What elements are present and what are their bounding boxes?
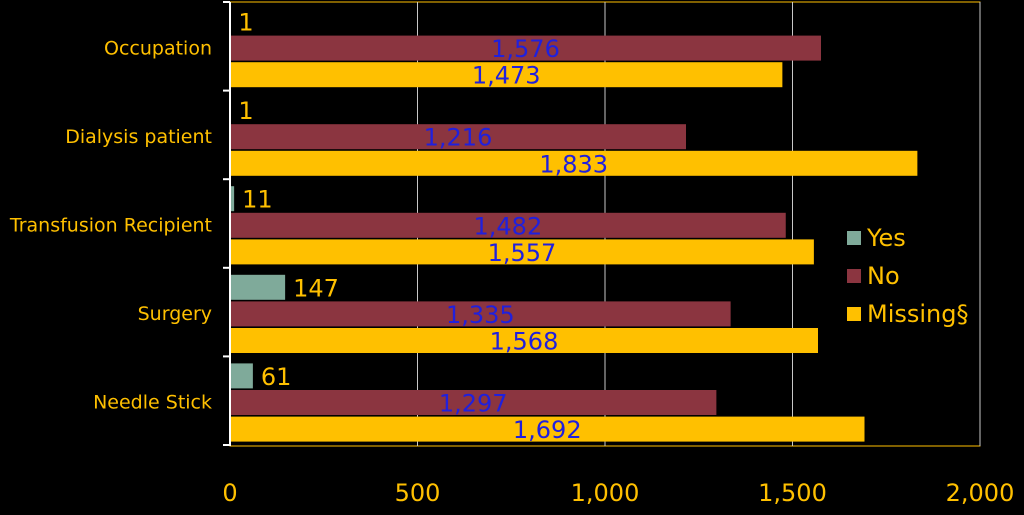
data-label: 1,216 — [424, 124, 493, 152]
data-label: 1,576 — [491, 35, 560, 63]
bar-missing--4 — [230, 416, 865, 442]
data-label: 1 — [238, 9, 253, 37]
bar-no-4 — [230, 390, 717, 415]
legend-label: Missing§ — [867, 300, 969, 328]
bars — [230, 9, 918, 442]
category-label: Surgery — [138, 303, 212, 325]
x-tick-label: 1,500 — [758, 479, 827, 507]
x-tick-label: 0 — [222, 479, 237, 507]
bar-missing--3 — [230, 328, 818, 353]
data-label: 11 — [242, 186, 273, 214]
data-label: 1,482 — [474, 212, 543, 240]
category-label: Dialysis patient — [65, 126, 212, 148]
data-label: 147 — [293, 274, 339, 302]
data-label: 1,297 — [439, 390, 508, 418]
x-tick-label: 2,000 — [946, 479, 1015, 507]
bar-missing--2 — [230, 239, 814, 265]
bar-missing--1 — [230, 150, 918, 176]
bar-no-2 — [230, 212, 786, 238]
bar-yes-2 — [230, 186, 235, 212]
bar-no-1 — [230, 124, 686, 150]
bar-missing--0 — [230, 62, 783, 88]
axes — [223, 1, 231, 446]
data-label: 1,833 — [539, 150, 608, 178]
category-label: Transfusion Recipient — [9, 215, 212, 237]
bar-yes-4 — [230, 363, 253, 389]
category-label: Occupation — [104, 37, 212, 59]
data-label: 61 — [261, 363, 292, 391]
legend-swatch — [847, 307, 861, 321]
legend-label: Yes — [866, 224, 906, 252]
legend-label: No — [867, 262, 900, 290]
data-label: 1,568 — [490, 328, 559, 356]
data-label: 1 — [238, 97, 253, 125]
bar-no-0 — [230, 35, 821, 61]
legend-swatch — [847, 269, 861, 283]
legend-swatch — [847, 231, 861, 245]
bar-yes-3 — [230, 274, 286, 300]
x-tick-label: 500 — [395, 479, 441, 507]
legend: Yes No Missing§ — [847, 224, 969, 328]
data-label: 1,335 — [446, 301, 515, 329]
category-label: Needle Stick — [93, 392, 212, 414]
data-label: 1,557 — [488, 239, 557, 267]
data-label: 1,692 — [513, 416, 582, 444]
data-label: 1,473 — [472, 62, 541, 90]
x-tick-label: 1,000 — [571, 479, 640, 507]
bar-no-3 — [230, 301, 731, 327]
